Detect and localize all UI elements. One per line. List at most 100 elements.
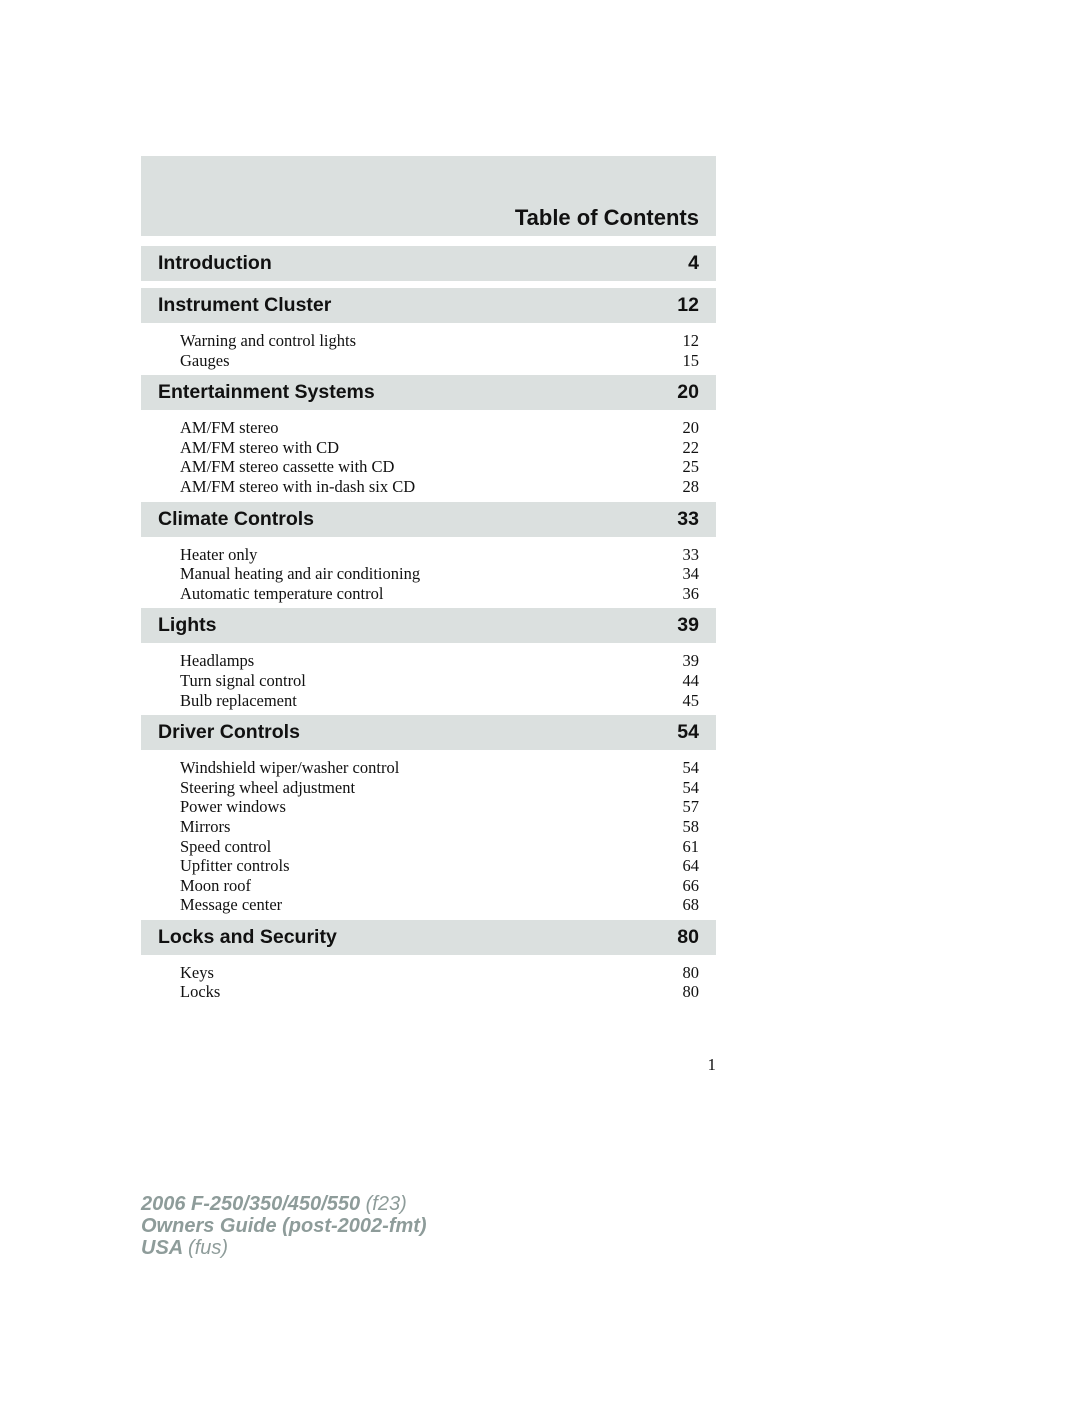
item-label: Moon roof [180,875,252,895]
item-label: Bulb replacement [180,690,297,710]
toc-section[interactable]: Locks and Security 80 [141,919,716,955]
toc-item[interactable]: Message center 68 [180,895,699,915]
item-label: Heater only [180,544,258,564]
toc-item[interactable]: Moon roof 66 [180,876,699,896]
page-title: Table of Contents [514,205,699,230]
toc-section[interactable]: Entertainment Systems 20 [141,375,716,411]
toc-item[interactable]: Upfitter controls 64 [180,856,699,876]
toc-item[interactable]: Speed control 61 [180,837,699,857]
footer-line-1: 2006 F-250/350/450/550 (f23) [141,1193,427,1215]
section-page: 12 [677,294,699,316]
toc-section[interactable]: Climate Controls 33 [141,501,716,537]
toc-item[interactable]: AM/FM stereo with in-dash six CD 28 [180,477,699,497]
item-page: 34 [682,564,700,584]
toc-section[interactable]: Introduction 4 [141,246,716,281]
item-page: 66 [682,875,700,895]
item-page: 45 [682,690,700,710]
footer-code: (f23) [365,1193,407,1215]
toc-item[interactable]: Turn signal control 44 [180,671,699,691]
item-page: 58 [682,816,700,836]
item-page: 25 [682,457,700,477]
section-page: 54 [677,721,699,744]
item-label: Headlamps [180,651,255,671]
section-items: Keys 80 Locks 80 [141,955,716,1007]
toc-item[interactable]: Power windows 57 [180,797,699,817]
item-label: Turn signal control [180,670,306,690]
item-label: Warning and control lights [180,331,357,350]
toc-item[interactable]: AM/FM stereo with CD 22 [180,438,699,458]
footer-market-code: (fus) [188,1237,229,1259]
footer: 2006 F-250/350/450/550 (f23) Owners Guid… [141,1193,427,1259]
toc-item[interactable]: Automatic temperature control 36 [180,584,699,604]
item-page: 36 [682,583,700,603]
section-page: 4 [688,252,699,274]
item-page: 80 [682,962,700,982]
toc-item[interactable]: Gauges 15 [180,351,699,371]
item-page: 64 [682,856,700,876]
section-label: Instrument Cluster [158,294,332,316]
item-page: 20 [682,418,700,438]
section-label: Locks and Security [158,925,337,948]
item-label: Gauges [180,350,230,370]
page-number: 1 [707,1055,717,1074]
item-label: AM/FM stereo [180,418,279,438]
toc-item[interactable]: Windshield wiper/washer control 54 [180,758,699,778]
item-label: Keys [180,962,214,982]
section-page: 20 [677,381,699,404]
item-label: Manual heating and air conditioning [180,564,421,584]
item-label: Mirrors [180,816,231,836]
toc-item[interactable]: Locks 80 [180,982,699,1002]
item-label: Power windows [180,797,286,817]
section-label: Climate Controls [158,507,315,530]
toc-item[interactable]: Manual heating and air conditioning 34 [180,564,699,584]
toc-item[interactable]: Heater only 33 [180,545,699,565]
section-items: Windshield wiper/washer control 54 Steerin… [141,750,716,920]
item-page: 80 [682,982,700,1002]
item-page: 68 [682,895,700,915]
toc-item[interactable]: Warning and control lights 12 [180,331,699,351]
toc-section[interactable]: Driver Controls 54 [141,715,716,751]
item-page: 54 [682,777,700,797]
toc-header: Table of Contents [141,156,716,236]
section-page: 39 [677,614,699,637]
section-label: Driver Controls [158,721,300,744]
item-label: Speed control [180,836,272,856]
toc-item[interactable]: Headlamps 39 [180,651,699,671]
toc-item[interactable]: Mirrors 58 [180,817,699,837]
footer-line-3: USA (fus) [141,1237,427,1259]
toc-item[interactable]: Bulb replacement 45 [180,691,699,711]
item-page: 15 [682,350,700,370]
section-page: 33 [677,507,699,530]
item-page: 57 [682,797,700,817]
toc-list: Introduction 4 Instrument Cluster 12 Warning… [141,246,716,1007]
section-items: Warning and control lights 12 Gauges 15 [141,323,716,375]
item-page: 28 [682,476,700,496]
item-label: Windshield wiper/washer control [180,758,400,778]
toc-item[interactable]: Steering wheel adjustment 54 [180,778,699,798]
section-items: AM/FM stereo 20 AM/FM stereo with CD 22 AM/F… [141,410,716,501]
footer-line-2: Owners Guide (post-2002-fmt) [141,1215,427,1237]
toc-item[interactable]: AM/FM stereo cassette with CD 25 [180,457,699,477]
section-label: Lights [158,614,217,637]
item-page: 12 [682,331,700,350]
item-page: 39 [682,651,700,671]
item-page: 54 [682,758,700,778]
item-label: Automatic temperature control [180,583,384,603]
section-items: Headlamps 39 Turn signal control 44 Bulb rep… [141,643,716,715]
item-label: Upfitter controls [180,856,290,876]
footer-market: USA [141,1237,183,1259]
item-page: 22 [682,437,700,457]
item-page: 61 [682,836,700,856]
item-label: Message center [180,895,283,915]
item-label: Steering wheel adjustment [180,777,356,797]
section-page: 80 [677,925,699,948]
item-label: Locks [180,982,221,1002]
toc-section[interactable]: Lights 39 [141,608,716,644]
toc-item[interactable]: Keys 80 [180,963,699,983]
toc-item[interactable]: AM/FM stereo 20 [180,418,699,438]
toc-section[interactable]: Instrument Cluster 12 [141,288,716,323]
item-label: AM/FM stereo with in-dash six CD [180,476,416,496]
item-label: AM/FM stereo with CD [180,437,340,457]
section-items: Heater only 33 Manual heating and air cond… [141,537,716,609]
